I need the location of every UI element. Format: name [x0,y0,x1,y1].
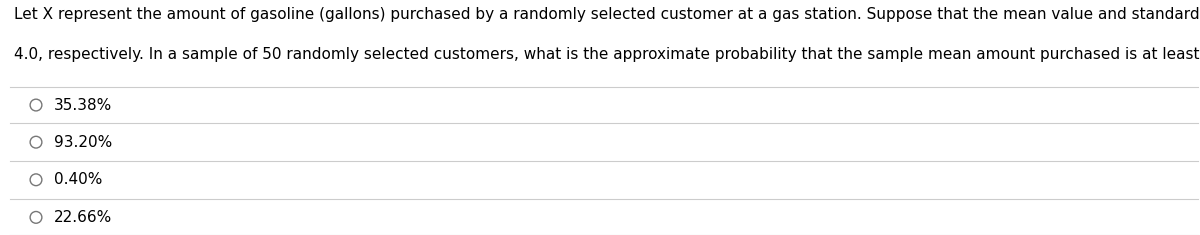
Text: 22.66%: 22.66% [54,210,112,225]
Text: 0.40%: 0.40% [54,172,102,187]
Text: Let X represent the amount of gasoline (gallons) purchased by a randomly selecte: Let X represent the amount of gasoline (… [14,7,1200,22]
Text: 35.38%: 35.38% [54,98,112,113]
Text: 93.20%: 93.20% [54,135,112,150]
Text: 4.0, respectively. In a sample of 50 randomly selected customers, what is the ap: 4.0, respectively. In a sample of 50 ran… [14,47,1200,62]
